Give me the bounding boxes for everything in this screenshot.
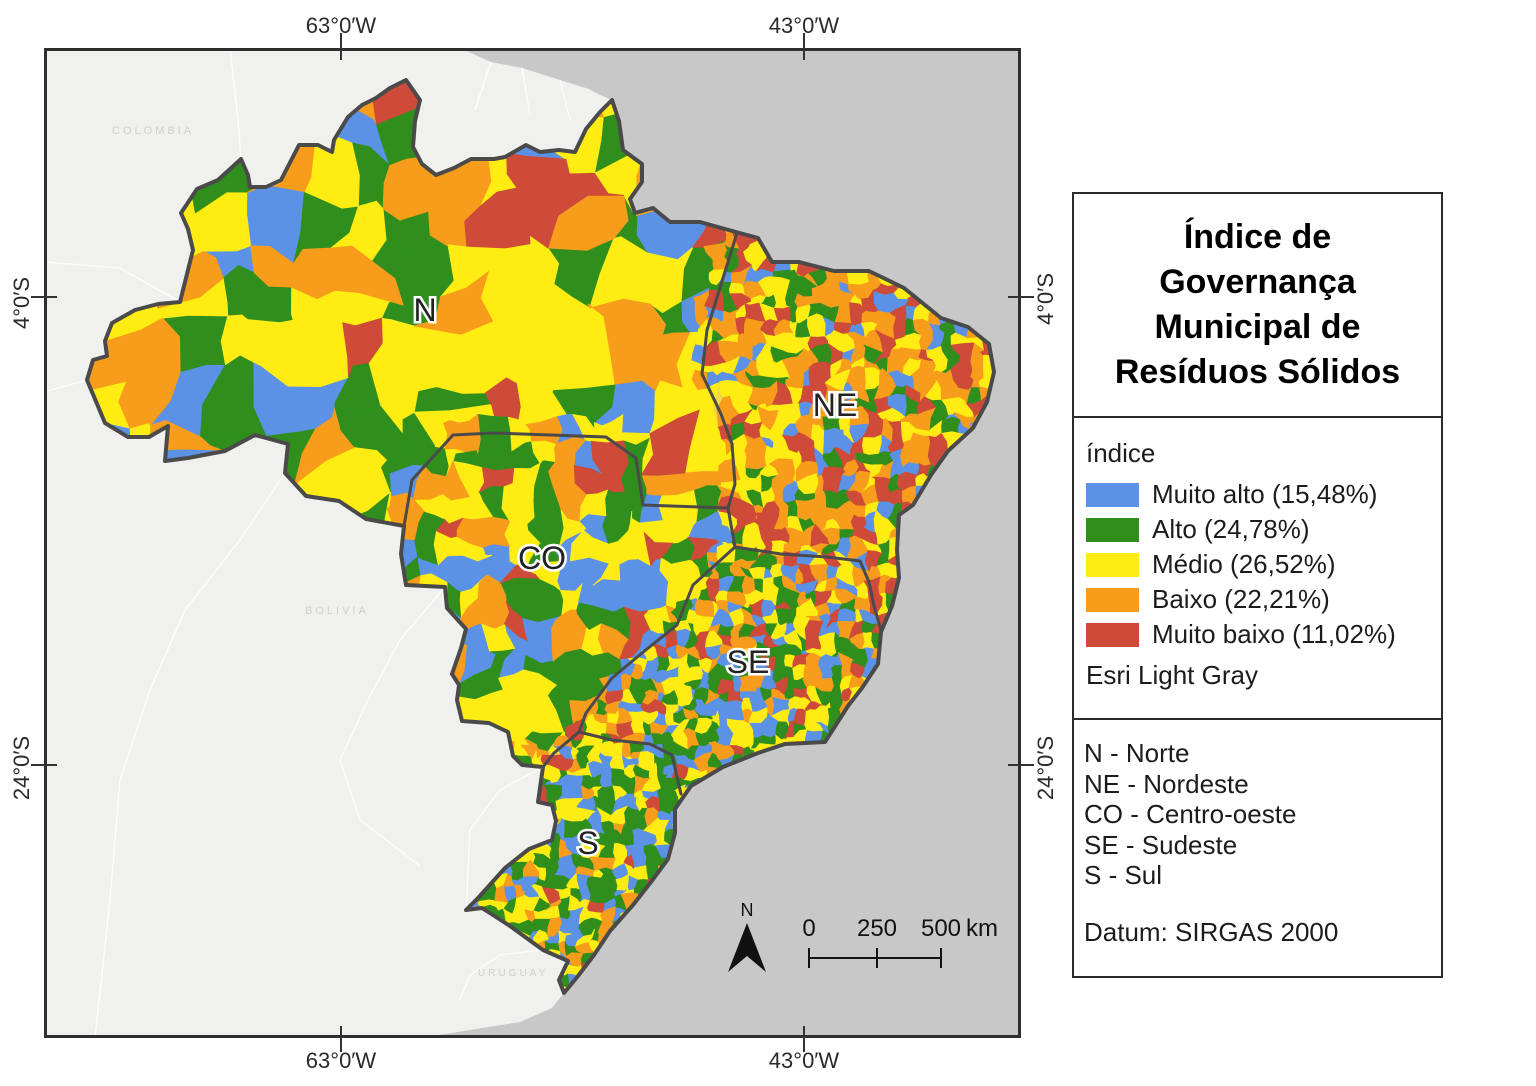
region-key-line: NE - Nordeste (1084, 768, 1249, 799)
graticule-tick-right-north (1008, 296, 1034, 298)
graticule-label-right-north: 4°0′S (1033, 272, 1058, 326)
panel-title-line: Índice de (1183, 218, 1332, 256)
north-arrow-label: N (741, 900, 754, 920)
graticule-label-left-south: 24°0′S (9, 735, 34, 801)
brazil-outline (85, 78, 996, 995)
graticule-tick-bottom-east (803, 1026, 805, 1052)
panel-legend-section: índice Muito alto (15,48%) Alto (24,78%)… (1074, 418, 1441, 720)
panel-title-line: Governança (1159, 263, 1356, 301)
panel-title-line: Municipal de (1154, 308, 1361, 346)
legend-swatch-medio (1086, 552, 1139, 577)
graticule-label-left-north: 4°0′S (9, 276, 34, 330)
basemap-label-uruguay: URUGUAY (478, 968, 548, 979)
region-key-line: SE - Sudeste (1084, 829, 1238, 860)
legend-label: Muito alto (15,48%) (1152, 479, 1378, 509)
panel-title-line: Resíduos Sólidos (1114, 353, 1401, 391)
legend-swatch-muito-alto (1086, 482, 1139, 507)
region-label-s: S (577, 825, 598, 861)
legend-swatch-baixo (1086, 587, 1139, 612)
scalebar: 0 250 500 km (802, 915, 998, 968)
map-frame: COLOMBIA BOLIVIA URUGUAY N (44, 48, 1021, 1038)
graticule-tick-right-south (1008, 764, 1034, 766)
map-border (44, 48, 1021, 1038)
basemap-labels: COLOMBIA BOLIVIA URUGUAY (112, 125, 548, 979)
basemap-label-colombia: COLOMBIA (112, 125, 194, 137)
scalebar-unit: km (966, 915, 998, 942)
municipality-cells-co-class4 (435, 440, 723, 660)
graticule-tick-bottom-west (340, 1026, 342, 1052)
region-label-co: CO (518, 540, 566, 576)
legend-item: Muito alto (15,48%) (1086, 477, 1433, 512)
graticule-label-top-east: 43°0′W (768, 13, 840, 38)
scalebar-tick-250: 250 (857, 915, 897, 942)
basemap-label-bolivia: BOLIVIA (305, 605, 369, 617)
graticule-label-top-west: 63°0′W (305, 13, 377, 38)
north-arrow: N (728, 900, 766, 972)
region-key-line: CO - Centro-oeste (1084, 799, 1297, 829)
region-boundaries (402, 231, 883, 796)
legend-label: Baixo (22,21%) (1152, 584, 1330, 614)
region-label-n: N (413, 292, 436, 328)
datum-note: Datum: SIRGAS 2000 (1084, 916, 1339, 947)
graticule-label-bottom-east: 43°0′W (768, 1048, 840, 1073)
region-label-se: SE (727, 644, 770, 680)
scalebar-tick-0: 0 (802, 915, 815, 942)
graticule-tick-top-east (803, 33, 805, 60)
legend-item: Alto (24,78%) (1086, 512, 1433, 547)
legend-label: Muito baixo (11,02%) (1152, 619, 1396, 649)
legend-item: Muito baixo (11,02%) (1086, 617, 1433, 652)
north-arrow-icon (728, 923, 766, 972)
region-key-line: S - Sul (1084, 860, 1163, 890)
legend-item: Médio (26,52%) (1086, 547, 1433, 582)
graticule-tick-top-west (340, 33, 342, 60)
legend-panel: Índice de Governança Municipal de Resídu… (1072, 192, 1443, 978)
legend-item: Baixo (22,21%) (1086, 582, 1433, 617)
legend-header: índice (1086, 438, 1156, 468)
region-label-ne: NE (813, 387, 857, 423)
graticule-tick-left-south (31, 764, 57, 766)
region-labels: N NE CO SE S (411, 290, 860, 864)
panel-title-section: Índice de Governança Municipal de Resídu… (1074, 194, 1441, 418)
scalebar-tick-500: 500 (921, 915, 961, 942)
country-borders (44, 48, 571, 1038)
region-key-line: N - Norte (1084, 738, 1190, 768)
panel-regions-section: N - Norte NE - Nordeste CO - Centro-oest… (1074, 720, 1441, 948)
graticule-label-right-south: 24°0′S (1033, 735, 1058, 801)
legend-swatch-muito-baixo (1086, 622, 1139, 647)
legend-swatch-alto (1086, 517, 1139, 542)
legend-label: Médio (26,52%) (1152, 549, 1336, 579)
graticule-label-bottom-west: 63°0′W (305, 1048, 377, 1073)
map-canvas: COLOMBIA BOLIVIA URUGUAY N (44, 48, 1021, 1038)
graticule-tick-left-north (31, 296, 57, 298)
basemap-note: Esri Light Gray (1086, 660, 1258, 690)
legend-label: Alto (24,78%) (1152, 514, 1310, 544)
scalebar-bar (808, 948, 942, 968)
